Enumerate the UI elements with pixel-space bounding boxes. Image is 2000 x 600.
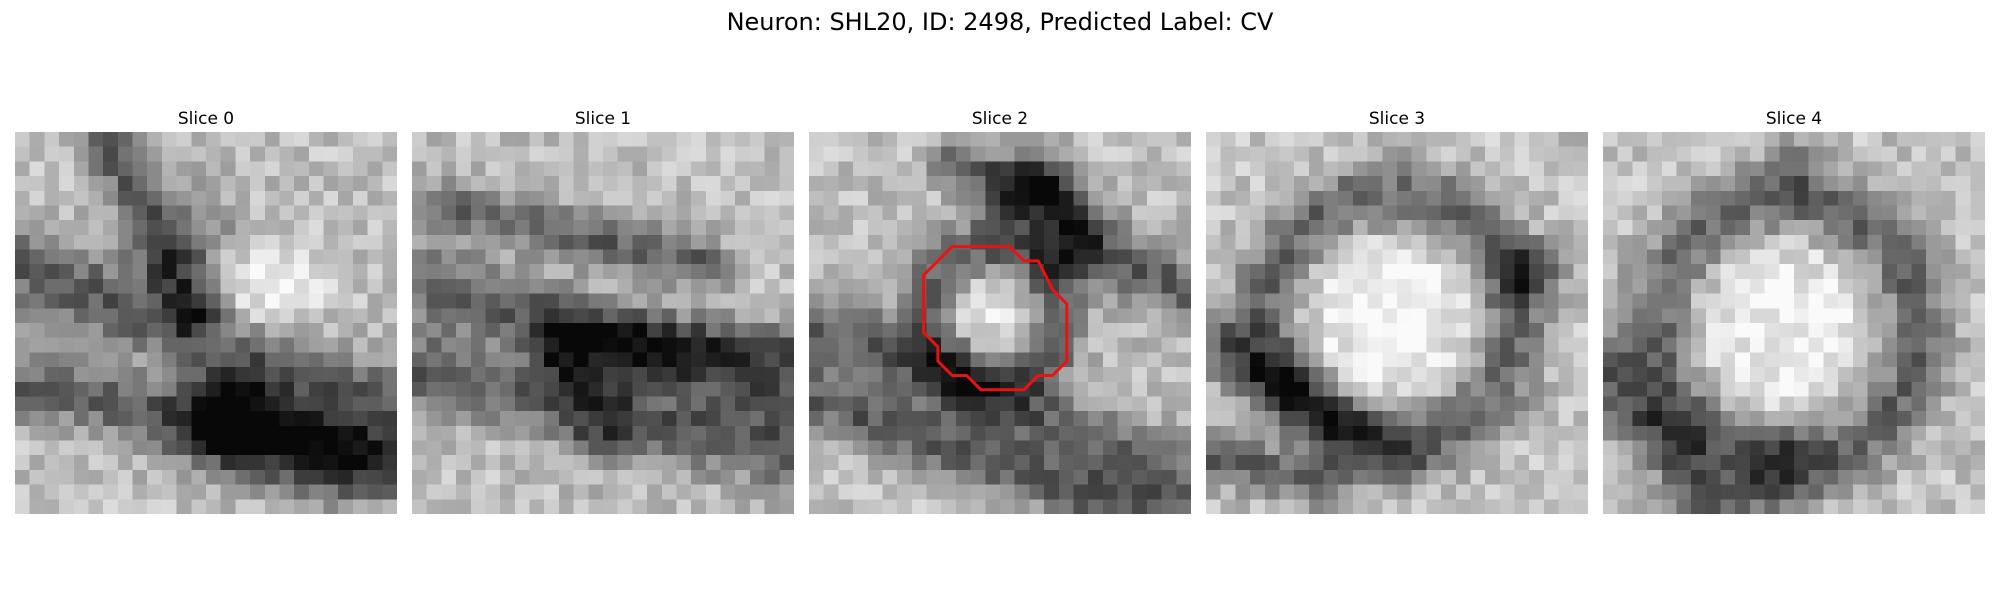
slice-image xyxy=(412,132,794,514)
slice-panel-4: Slice 4 xyxy=(1603,108,1985,514)
slice-image xyxy=(1206,132,1588,514)
slice-title: Slice 2 xyxy=(971,109,1029,129)
slice-title: Slice 4 xyxy=(1765,109,1823,129)
slice-title: Slice 3 xyxy=(1368,109,1426,129)
slice-panel-0: Slice 0 xyxy=(15,108,397,514)
slice-image xyxy=(809,132,1191,514)
slice-panel-2: Slice 2 xyxy=(809,108,1191,514)
figure-title: Neuron: SHL20, ID: 2498, Predicted Label… xyxy=(726,8,1274,36)
slice-image xyxy=(1603,132,1985,514)
slice-title: Slice 1 xyxy=(574,109,632,129)
slice-image xyxy=(15,132,397,514)
segmentation-contour xyxy=(922,245,1069,392)
slice-panel-3: Slice 3 xyxy=(1206,108,1588,514)
slice-panel-1: Slice 1 xyxy=(412,108,794,514)
slice-title: Slice 0 xyxy=(177,109,235,129)
